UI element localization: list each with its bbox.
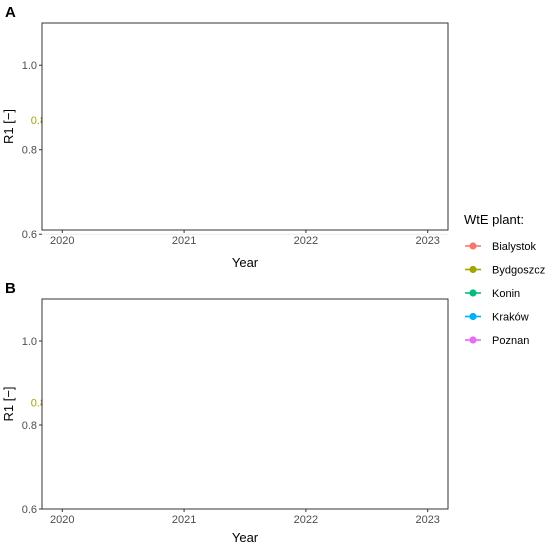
legend-label-bialystok: Bialystok (492, 241, 537, 253)
legend-key-point-bialystok (469, 242, 477, 250)
legend-key-point-bydgoszcz (469, 265, 477, 274)
panel-tag-b: B (5, 280, 16, 297)
x-axis-title: Year (232, 255, 259, 270)
y-axis-title: R1 [−] (1, 386, 16, 421)
y-axis-title: R1 [−] (1, 109, 16, 144)
x-tick-label: 2022 (294, 235, 318, 247)
x-tick-label: 2021 (172, 235, 196, 247)
plot-border (41, 22, 449, 231)
panel-tag-a: A (5, 4, 16, 21)
y-tick-label: 0.8 (22, 145, 37, 157)
y-tick-label: 0.6 (22, 229, 37, 241)
x-tick-label: 2021 (172, 514, 196, 526)
legend-label-krakw: Kraków (492, 312, 529, 324)
legend-title: WtE plant: (464, 212, 524, 227)
x-axis-title: Year (232, 530, 259, 545)
panel-a-plot: 20202021202220230.60.81.00.8960.9930.966… (1, 22, 449, 270)
y-tick-label: 0.8 (22, 420, 37, 432)
x-tick-label: 2020 (50, 235, 74, 247)
x-tick-label: 2023 (415, 235, 439, 247)
legend-label-bydgoszcz: Bydgoszcz (492, 265, 545, 277)
y-tick-label: 1.0 (22, 60, 37, 72)
legend: WtE plant: Bialystok Bydgoszcz Konin Kraków P… (464, 212, 545, 347)
legend-label-konin: Konin (492, 288, 520, 300)
x-tick-label: 2022 (294, 514, 318, 526)
legend-key-point-konin (469, 289, 477, 297)
legend-key-point-poznan (469, 336, 477, 344)
legend-label-poznan: Poznan (492, 335, 529, 347)
legend-key-point-krakw (469, 312, 477, 321)
x-tick-label: 2020 (50, 514, 74, 526)
x-tick-label: 2023 (415, 514, 439, 526)
panel-b-plot: 20202021202220230.60.81.00.8960.9930.966… (1, 298, 449, 545)
y-tick-label: 0.6 (22, 504, 37, 516)
plot-border (41, 298, 449, 510)
y-tick-label: 1.0 (22, 336, 37, 348)
